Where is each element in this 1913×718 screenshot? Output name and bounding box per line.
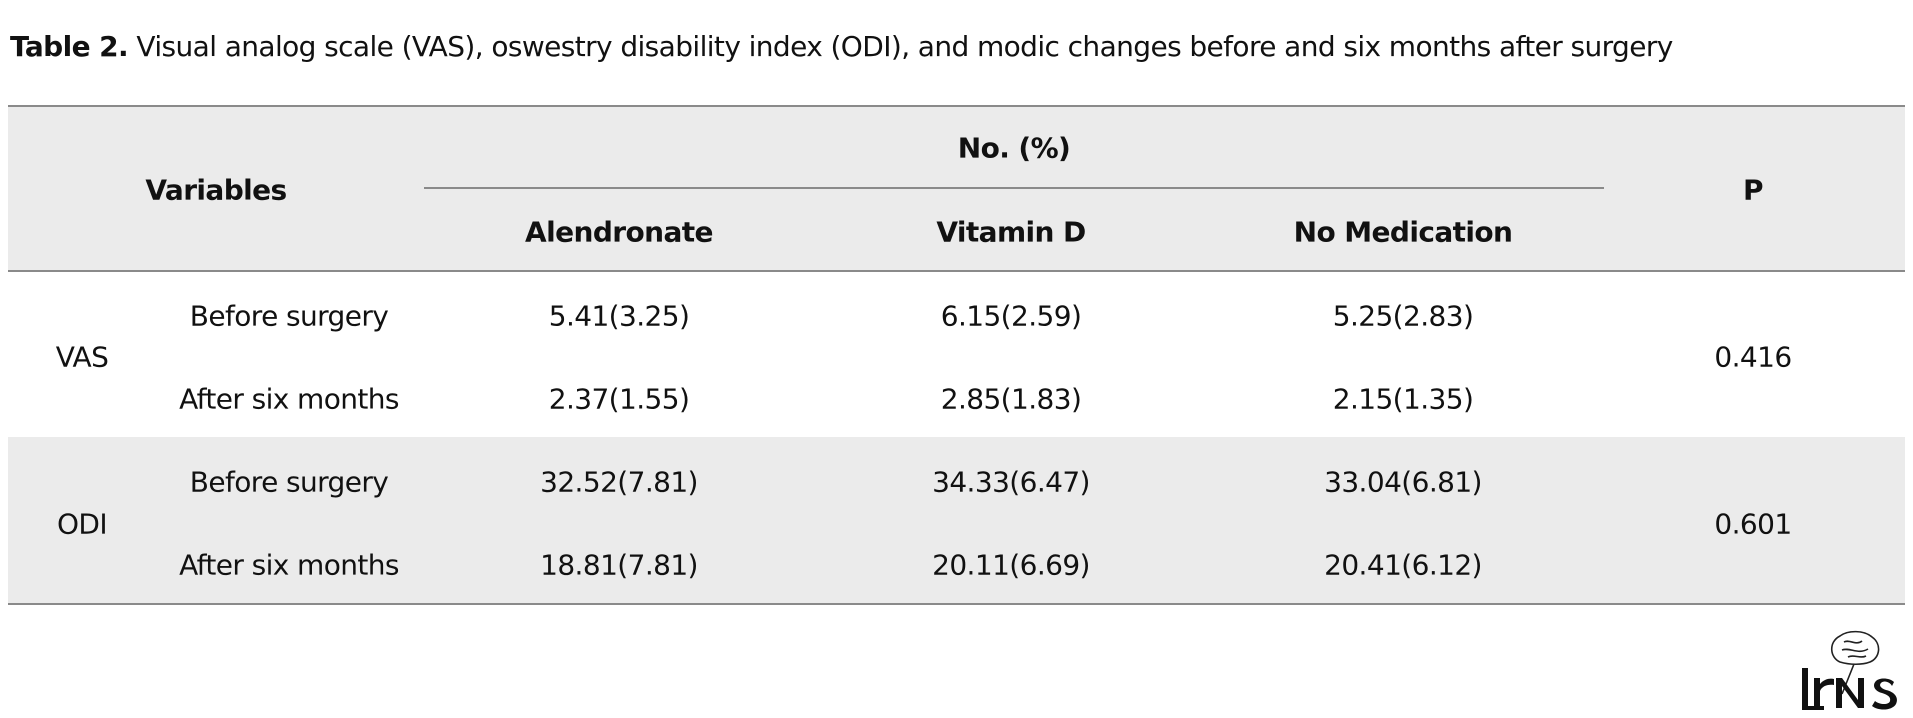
header-variables: Variables: [145, 173, 287, 207]
odi-row-band: [8, 437, 1905, 605]
top-rule: [8, 105, 1905, 107]
table-caption-label: Table 2.: [10, 30, 129, 63]
table-cell: 20.11(6.69): [932, 548, 1090, 582]
table-cell: 5.41(3.25): [548, 299, 690, 333]
table-cell: 2.85(1.83): [940, 382, 1082, 416]
table-caption-text: Visual analog scale (VAS), oswestry disa…: [136, 30, 1673, 63]
table-cell: 20.41(6.12): [1324, 548, 1482, 582]
results-table: Variables No. (%) Alendronate Vitamin D …: [8, 105, 1905, 605]
table-cell: 2.15(1.35): [1332, 382, 1474, 416]
group-header-rule: [424, 187, 1604, 189]
group-label-vas: VAS: [55, 340, 109, 374]
row-label: After six months: [179, 382, 399, 416]
group-label-odi: ODI: [56, 507, 108, 541]
header-col-no-medication: No Medication: [1293, 215, 1513, 249]
header-col-alendronate: Alendronate: [525, 215, 713, 249]
row-label: After six months: [179, 548, 399, 582]
table-cell: 2.37(1.55): [548, 382, 690, 416]
bottom-rule: [8, 603, 1905, 605]
irns-logo: [1802, 630, 1897, 710]
table-cell: 32.52(7.81): [540, 465, 698, 499]
row-label: Before surgery: [189, 465, 389, 499]
table-cell: 18.81(7.81): [540, 548, 698, 582]
table-cell: 34.33(6.47): [932, 465, 1090, 499]
table-caption: Table 2. Visual analog scale (VAS), oswe…: [10, 30, 1673, 63]
header-col-vitamin-d: Vitamin D: [936, 215, 1086, 249]
p-value-vas: 0.416: [1714, 340, 1792, 374]
row-label: Before surgery: [189, 299, 389, 333]
table-cell: 33.04(6.81): [1324, 465, 1482, 499]
header-p: P: [1743, 173, 1764, 207]
table-cell: 5.25(2.83): [1332, 299, 1474, 333]
table-cell: 6.15(2.59): [940, 299, 1082, 333]
p-value-odi: 0.601: [1714, 507, 1792, 541]
header-rule: [8, 270, 1905, 272]
header-group-no-percent: No. (%): [957, 131, 1071, 165]
